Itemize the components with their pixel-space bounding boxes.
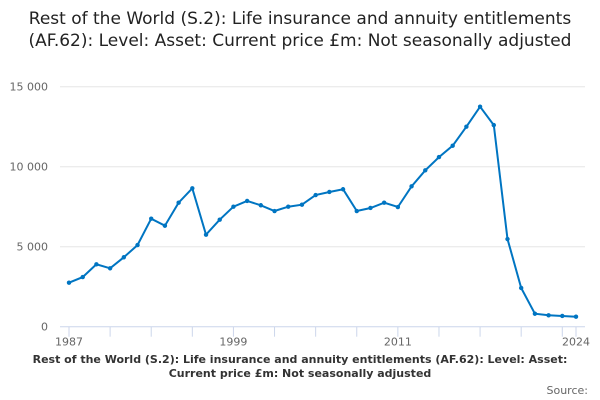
- data-point: [354, 208, 359, 214]
- series-line: [68, 104, 577, 318]
- data-point: [450, 143, 455, 148]
- data-point: [299, 202, 305, 207]
- data-point: [94, 262, 99, 267]
- y-axis: 0 5 000 10 000 15 000: [10, 81, 49, 334]
- data-point: [135, 242, 140, 248]
- data-point: [505, 236, 510, 242]
- data-point: [107, 266, 113, 271]
- data-point: [313, 192, 318, 198]
- y-tick-label: 0: [41, 321, 48, 334]
- data-point: [477, 104, 483, 109]
- x-axis: 1987 1999 2011 2024: [55, 326, 590, 349]
- data-point: [560, 313, 565, 319]
- data-point: [409, 184, 414, 189]
- data-point: [491, 122, 496, 128]
- data-point: [368, 205, 373, 211]
- data-point: [423, 168, 428, 173]
- y-tick-label: 10 000: [10, 161, 49, 174]
- data-point: [518, 285, 524, 291]
- data-point: [66, 280, 72, 285]
- data-point: [436, 154, 442, 160]
- data-point: [149, 216, 154, 221]
- data-point: [340, 187, 346, 192]
- x-tick-label: 2024: [562, 336, 590, 349]
- data-point: [272, 208, 277, 214]
- data-point: [203, 232, 209, 237]
- chart-title: Rest of the World (S.2): Life insurance …: [28, 9, 572, 51]
- chart-caption: Rest of the World (S.2): Life insurance …: [32, 353, 568, 380]
- data-point: [190, 186, 195, 191]
- data-point: [381, 200, 387, 205]
- y-tick-label: 5 000: [17, 241, 49, 254]
- source-label: Source:: [546, 384, 589, 397]
- data-point: [286, 204, 291, 209]
- data-point: [231, 204, 236, 209]
- data-point: [327, 189, 332, 195]
- data-points: [66, 104, 579, 319]
- data-point: [258, 203, 264, 208]
- data-point: [217, 217, 222, 222]
- data-point: [244, 198, 250, 204]
- x-tick-label: 1999: [219, 336, 247, 349]
- data-point: [546, 313, 551, 318]
- data-point: [162, 223, 168, 228]
- y-tick-label: 15 000: [10, 81, 49, 94]
- data-point: [532, 311, 538, 316]
- data-point: [80, 274, 85, 280]
- data-point: [395, 204, 401, 210]
- x-tick-label: 2011: [384, 336, 412, 349]
- x-tick-label: 1987: [55, 336, 83, 349]
- data-point: [464, 124, 469, 129]
- data-point: [176, 200, 181, 205]
- data-point: [121, 255, 127, 260]
- gridlines: [60, 86, 585, 328]
- line-chart: 0 5 000 10 000 15 000 1987 1999 2011 2024: [10, 81, 591, 349]
- data-point: [573, 314, 579, 319]
